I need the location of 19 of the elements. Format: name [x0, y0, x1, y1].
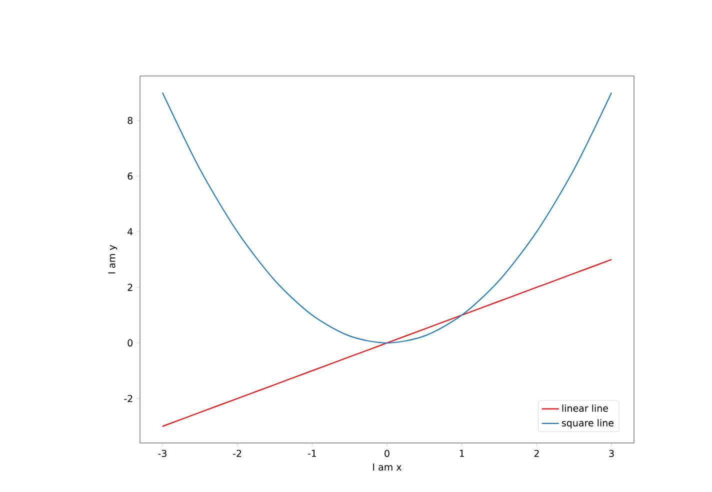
x-tick-label: -3: [158, 450, 166, 458]
legend-label: linear line: [562, 404, 608, 412]
line-series: [162, 92, 612, 344]
x-tick-label: 2: [534, 450, 539, 457]
x-axis-title: I am x: [373, 464, 402, 471]
line-series: [162, 258, 612, 427]
y-axis-title: I am y: [108, 245, 118, 274]
y-tick-label: 2: [128, 284, 132, 291]
y-tick-label: 4: [128, 228, 133, 236]
legend-label: square line: [562, 419, 614, 428]
y-tick-label: 6: [128, 172, 133, 180]
y-tick-label: 0: [128, 339, 133, 346]
x-tick-label: -1: [308, 450, 316, 457]
x-tick-label: 0: [384, 450, 390, 458]
y-tick-label: -2: [124, 394, 132, 402]
y-tick-label: 8: [128, 116, 132, 124]
x-tick-label: -2: [233, 450, 242, 457]
x-tick-label: 1: [460, 450, 464, 457]
x-tick-label: 3: [609, 450, 614, 458]
